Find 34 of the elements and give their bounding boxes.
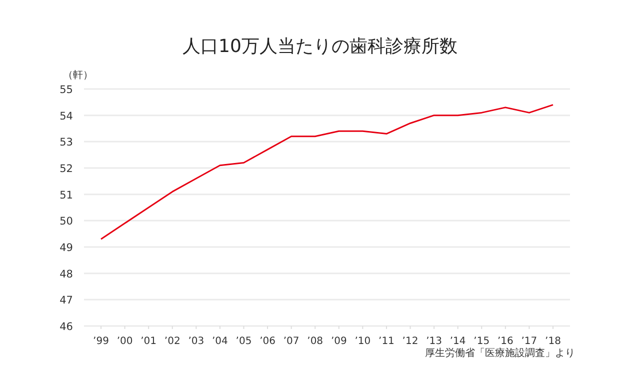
- x-tick-label: ’04: [212, 336, 228, 347]
- y-tick-label: 52: [60, 163, 73, 175]
- x-tick-label: ’15: [474, 336, 490, 347]
- text: 厚生労働省「医療施設調査」より: [425, 347, 575, 359]
- x-tick-label: ’02: [164, 336, 180, 347]
- x-tick-label: ’09: [330, 336, 347, 347]
- y-tick-label: 53: [60, 136, 73, 149]
- x-tick-label: ’05: [236, 336, 252, 347]
- y-axis-title: （軒）: [63, 70, 93, 81]
- x-tick-label: ’12: [402, 336, 418, 347]
- y-tick-label: 55: [60, 84, 73, 96]
- x-tick-label: ’07: [283, 336, 300, 347]
- x-tick-label: ’99: [93, 336, 109, 347]
- y-tick-label: 48: [60, 268, 73, 280]
- x-tick-label: ’11: [378, 336, 394, 347]
- y-tick-label: 54: [60, 110, 74, 122]
- x-tick-label: ’08: [307, 336, 324, 347]
- line-series: [100, 104, 554, 240]
- x-tick-label: ’18: [545, 336, 561, 347]
- x-tick-label: ’10: [354, 336, 371, 347]
- x-tick-label: ’16: [497, 336, 514, 347]
- x-tick-label: ’01: [140, 336, 157, 347]
- x-tick-label: ’06: [260, 336, 276, 347]
- y-tick-label: 47: [60, 294, 73, 307]
- x-tick-label: ’17: [521, 336, 538, 347]
- y-tick-label: 49: [60, 242, 73, 254]
- y-tick-label: 51: [60, 189, 73, 202]
- x-tick-label: ’03: [188, 336, 204, 347]
- x-tick-label: ’13: [426, 336, 442, 347]
- y-tick-label: 46: [60, 321, 74, 333]
- y-tick-label: 50: [60, 216, 73, 228]
- x-tick-label: ’00: [116, 336, 133, 347]
- x-tick-label: ’14: [450, 336, 466, 347]
- chart-title: 人口10万人当たりの歯科診療所数: [182, 36, 458, 57]
